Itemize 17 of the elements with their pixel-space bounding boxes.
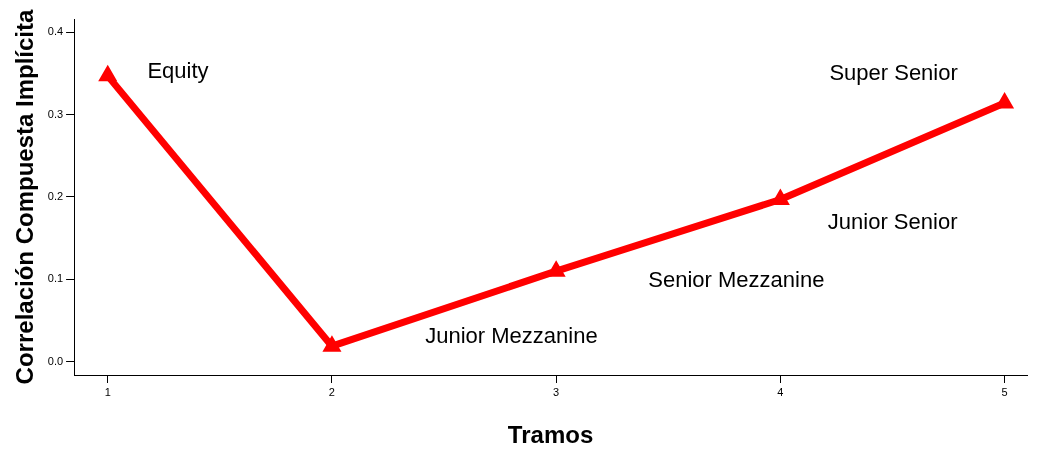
x-tick-label: 1	[104, 385, 111, 398]
x-tick-label: 5	[1001, 385, 1008, 398]
x-tick-label: 2	[328, 385, 335, 398]
annotation: Equity	[147, 58, 209, 84]
y-tick-label: 0.0	[47, 354, 64, 367]
y-tick-label: 0.3	[47, 107, 64, 120]
y-tick-label: 0.2	[47, 190, 64, 203]
y-tick-label: 0.1	[47, 272, 64, 285]
annotation: Junior Senior	[827, 209, 958, 235]
annotation: Junior Mezzanine	[425, 322, 598, 348]
annotation: Super Senior	[829, 59, 958, 85]
y-tick-label: 0.4	[47, 25, 64, 38]
x-tick-label: 4	[777, 385, 784, 398]
y-axis-title: Correlación Compuesta Implícita	[11, 8, 39, 385]
annotation: Senior Mezzanine	[648, 267, 825, 293]
x-tick-label: 3	[553, 385, 560, 398]
x-axis-title: Tramos	[507, 421, 594, 449]
